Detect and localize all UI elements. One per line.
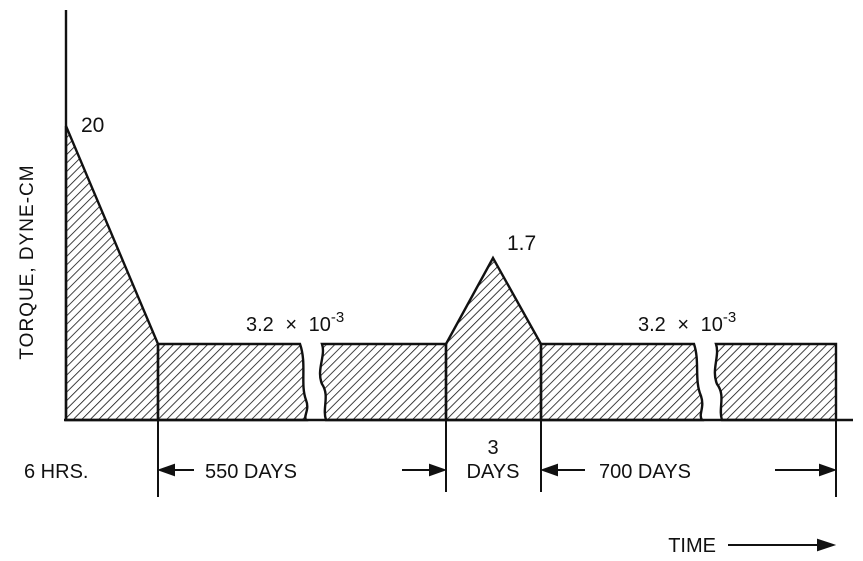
interval-dividers [157, 420, 837, 497]
initial-peak-label: 20 [81, 114, 104, 137]
plateau-region-1a [156, 342, 309, 422]
peak-region [444, 255, 543, 422]
interval-label-3: 3 [487, 437, 498, 459]
plateau-label-1: 3.2 × 10-3 [246, 309, 344, 336]
interval-label-days: DAYS [467, 461, 520, 483]
plateau-label-2: 3.2 × 10-3 [638, 309, 736, 336]
initial-decay-region [64, 125, 160, 422]
time-arrow [728, 538, 837, 552]
interval-arrows [157, 463, 837, 477]
interval-label-6-hrs: 6 HRS. [24, 461, 88, 483]
y-axis-label: TORQUE, DYNE-CM [17, 164, 38, 359]
plateau-region-2a [539, 342, 705, 422]
interval-label-700-days: 700 DAYS [599, 461, 691, 483]
plateau-region-2b [713, 342, 838, 422]
interval-label-550-days: 550 DAYS [205, 461, 297, 483]
x-axis-label: TIME [668, 535, 716, 557]
mid-peak-label: 1.7 [507, 232, 536, 255]
plateau-region-1b [318, 342, 448, 422]
torque-profile [64, 125, 838, 422]
